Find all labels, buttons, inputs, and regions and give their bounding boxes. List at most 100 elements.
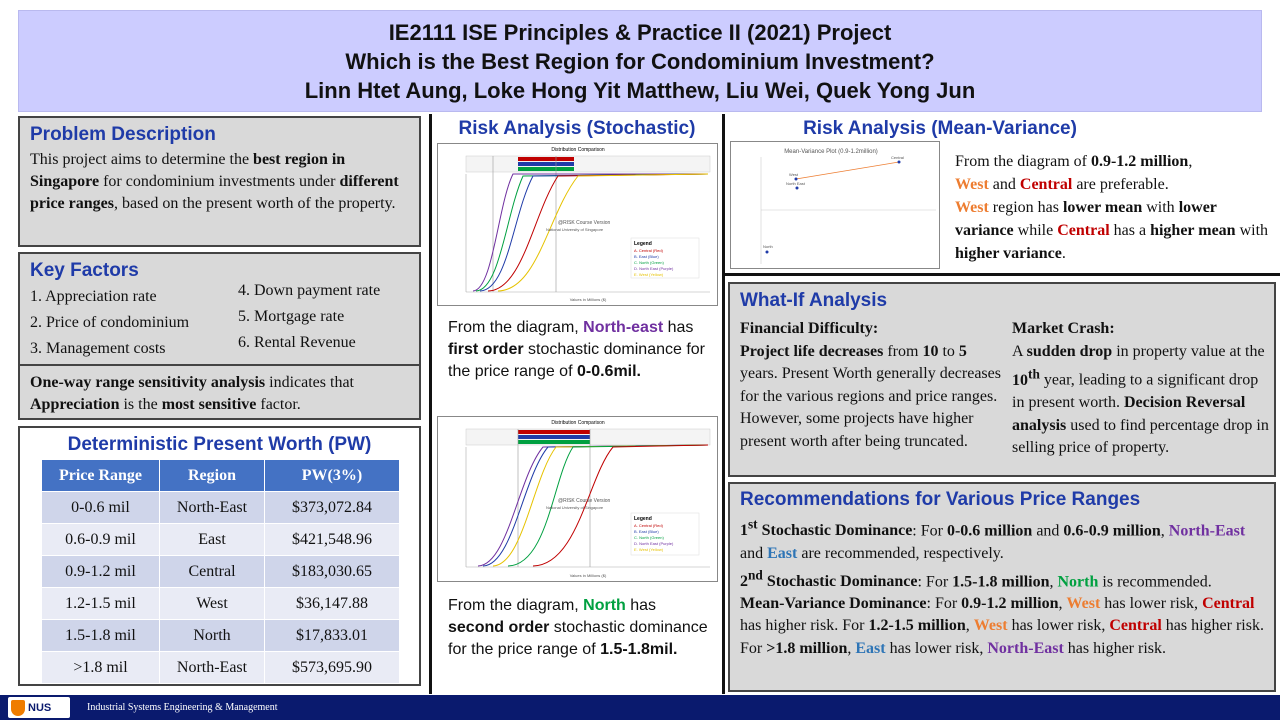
bar-green [518,167,574,171]
text: Stochastic Dominance [762,573,918,591]
data-point [765,250,769,254]
data-point [795,186,799,190]
text: has higher risk. For [740,617,869,635]
bold-text: One-way range sensitivity analysis [30,374,266,391]
table-cell: 0.9-1.2 mil [41,555,160,588]
curve-west [492,444,709,567]
column-divider [429,114,432,694]
text: and [988,176,1020,193]
text: with [1235,222,1269,239]
recommendation-second-order: 2nd Stochastic Dominance: For 1.5-1.8 mi… [740,565,1264,594]
text: From the diagram, [448,319,584,336]
curve-east [482,444,709,567]
table-cell: $17,833.01 [264,619,400,652]
bold-text: different price ranges [30,173,399,212]
mean-variance-svg: Mean-Variance Plot (0.9-1.2million) Cent… [760,149,936,264]
table-cell: $573,695.90 [264,651,400,684]
text: are recommended, respectively. [797,544,1004,562]
recommendations-text: 1st Stochastic Dominance: For 0-0.6 mill… [740,514,1264,660]
bold-text: second order [448,619,550,636]
bold-text: Mean-Variance Dominance [740,595,927,613]
present-worth-box: Deterministic Present Worth (PW) Price R… [18,426,421,686]
footer-bar: NUS Industrial Systems Engineering & Man… [0,695,1280,720]
table-cell: >1.8 mil [41,651,160,684]
bold-text: 1.5-1.8 million [952,573,1050,591]
chart-title: Distribution Comparison [551,147,605,153]
table-cell: East [159,523,265,556]
cdf-chart-2-svg: Distribution Comparison @RISK Course Ver… [465,420,711,578]
key-factors-box: Key Factors 1. Appreciation rate 2. Pric… [18,252,421,420]
table-row: 1.5-1.8 mil North $17,833.01 [41,619,400,652]
plot-title: Mean-Variance Plot (0.9-1.2million) [784,149,878,155]
divider [20,364,419,366]
text: has [663,319,694,336]
problem-description-text: This project aims to determine the best … [30,149,409,215]
region-north-east: North-East [1168,522,1246,540]
region-east: East [767,544,798,562]
text: region has [988,199,1063,216]
text: year, leading to a significant drop in p… [1012,371,1259,412]
bold-text: Decision Reversal analysis [1012,394,1246,434]
text: has higher risk. [1063,639,1166,657]
problem-description-title: Problem Description [30,124,216,145]
text: , [1049,573,1058,591]
chart-title: Distribution Comparison [551,420,605,426]
bold-text: Project life decreases [740,342,884,360]
table-cell: North-East [159,491,265,524]
bold-text: first order [448,341,524,358]
point-label: Central [891,155,904,160]
region-central: Central [1202,595,1255,613]
text: From the diagram of [955,153,1091,170]
bold-text: 0-0.6 million [946,522,1033,540]
legend-item: E. West (Yellow) [634,547,664,552]
factor-item: 1. Appreciation rate [30,288,157,305]
factor-item: 2. Price of condominium [30,314,190,331]
text: factor. [256,396,301,413]
bar-blue [518,162,574,166]
nus-logo: NUS [8,697,70,718]
point-label: West [789,172,799,177]
legend-title: Legend [634,516,652,522]
text: to [938,342,959,360]
watermark: @RISK Course Version [558,498,611,504]
text: are preferable. [1072,176,1169,193]
bold-text: 0-0.6mil. [576,363,641,380]
x-axis-label: Values in Millions ($) [570,573,607,578]
title-banner: IE2111 ISE Principles & Practice II (202… [18,10,1262,112]
text: has a [1109,222,1151,239]
point-label: North [763,244,773,249]
poster-authors: Linn Htet Aung, Loke Hong Yit Matthew, L… [304,77,976,103]
table-cell: 0.6-0.9 mil [41,523,160,556]
legend-box [630,237,700,279]
recommendations-box: Recommendations for Various Price Ranges… [728,482,1276,692]
recommendation-mean-variance: Mean-Variance Dominance: For 0.9-1.2 mil… [740,593,1264,660]
text: used to find percentage drop in selling … [1012,416,1269,457]
point-label: North East [786,181,806,186]
region-north: North [1057,573,1099,591]
recommendations-title: Recommendations for Various Price Ranges [740,489,1141,510]
bold-text: 0.6-0.9 million [1063,522,1161,540]
stochastic-text-1: From the diagram, North-east has first o… [448,317,716,383]
text: : For [912,522,947,540]
logo-text: NUS [28,701,52,714]
data-point [897,160,901,164]
text: stochastic dominance for the price range… [448,619,708,658]
text: in property value at the [1112,342,1265,360]
watermark: National University of Singapore [546,227,604,232]
region-west: West [955,199,989,216]
legend-item: D. North East (Purple) [634,541,674,546]
region-east: East [855,639,886,657]
mean-variance-plot: Mean-Variance Plot (0.9-1.2million) Cent… [730,141,940,269]
table-cell: North-East [159,651,265,684]
text: with [1142,199,1179,216]
bold-text: sudden drop [1026,342,1113,360]
text: has lower risk, [1007,617,1110,635]
text: , [1188,153,1193,170]
market-crash-text: Market Crash: A sudden drop in property v… [1012,318,1272,460]
mean-variance-text: From the diagram of 0.9-1.2 million, West… [955,150,1275,265]
superscript: nd [748,567,763,583]
department-name: Industrial Systems Engineering & Managem… [87,702,278,713]
bold-text: 1.2-1.5 million [868,617,966,635]
legend-title: Legend [634,241,652,247]
curve-west [497,173,709,292]
